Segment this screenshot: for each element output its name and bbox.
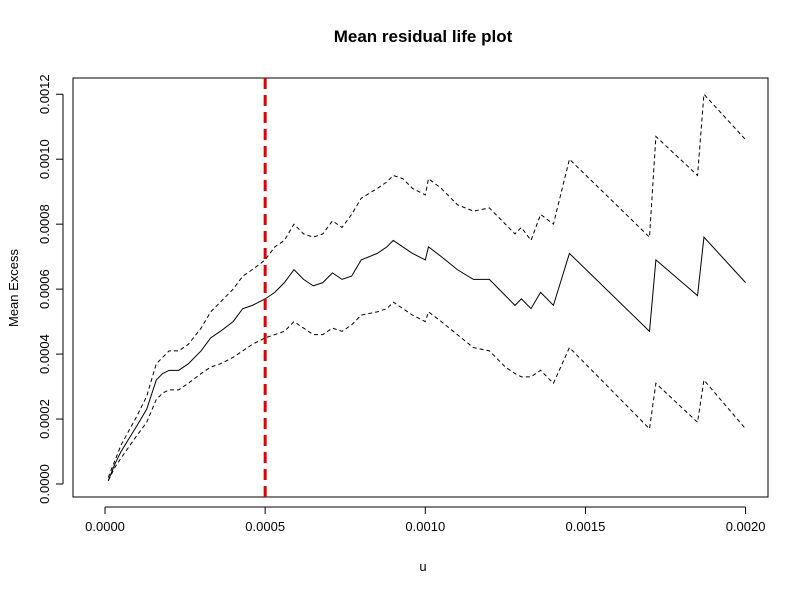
x-tick-label: 0.0000 — [85, 519, 125, 534]
y-tick-label: 0.0004 — [37, 334, 52, 374]
y-tick-label: 0.0000 — [37, 464, 52, 504]
x-tick-label: 0.0020 — [726, 519, 766, 534]
series-line — [107, 301, 746, 481]
x-tick-label: 0.0010 — [405, 519, 445, 534]
y-tick-label: 0.0006 — [37, 269, 52, 309]
y-tick-label: 0.0012 — [37, 74, 52, 114]
series-line — [107, 236, 746, 481]
x-tick-label: 0.0015 — [566, 519, 606, 534]
plot-frame — [72, 77, 769, 498]
x-tick-label: 0.0005 — [245, 519, 285, 534]
y-tick-label: 0.0002 — [37, 399, 52, 439]
y-tick-label: 0.0010 — [37, 139, 52, 179]
series-line — [107, 93, 746, 478]
y-axis-label: Mean Excess — [6, 248, 21, 327]
x-axis-label: u — [419, 559, 426, 574]
chart-title: Mean residual life plot — [334, 27, 513, 46]
y-tick-label: 0.0008 — [37, 204, 52, 244]
